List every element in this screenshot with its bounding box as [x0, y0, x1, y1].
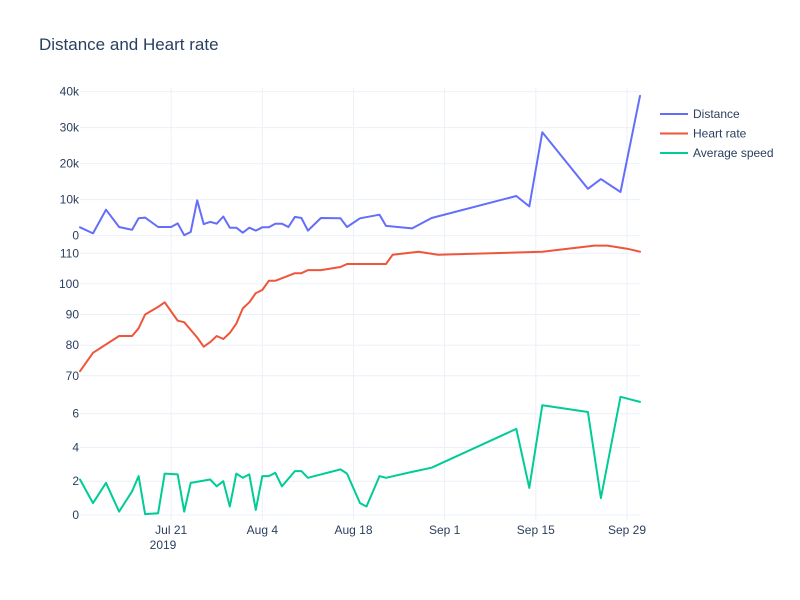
legend-item[interactable]: Average speed [660, 146, 774, 160]
y-tick-label: 2 [72, 474, 79, 488]
y-tick-label: 20k [60, 157, 80, 171]
legend-label: Distance [693, 107, 740, 121]
y-tick-label: 110 [60, 246, 79, 260]
series-layer [79, 94, 641, 516]
y-tick-label: 4 [72, 440, 79, 454]
x-tick-label: Sep 1 [429, 523, 461, 537]
x-tick-label: Aug 4 [247, 523, 279, 537]
y-tick-label: 80 [66, 338, 80, 352]
x-axis-year-label: 2019 [150, 538, 177, 552]
legend-label: Heart rate [693, 127, 747, 141]
y-tick-label: 6 [72, 407, 79, 421]
y-tick-label: 0 [72, 229, 79, 243]
legend-label: Average speed [693, 146, 774, 160]
y-tick-label: 100 [59, 277, 79, 291]
x-tick-label: Sep 15 [517, 523, 555, 537]
y-tick-label: 10k [60, 193, 80, 207]
legend-item[interactable]: Heart rate [660, 127, 747, 141]
x-tick-labels: 2019 Jul 21 Aug 4 Aug 18 Sep 1 Sep 15 Sep 29 [150, 523, 647, 552]
legend-item[interactable]: Distance [660, 107, 740, 121]
grid-layer [80, 88, 640, 520]
x-tick-label: Sep 29 [608, 523, 646, 537]
x-tick-label: Aug 18 [334, 523, 372, 537]
y-tick-label: 0 [72, 508, 79, 522]
legend[interactable]: Distance Heart rate Average speed [660, 107, 774, 160]
series-line-heart-rate[interactable] [79, 244, 641, 373]
series-line-distance[interactable] [79, 94, 641, 237]
y-tick-label: 90 [66, 308, 80, 322]
x-tick-label: Jul 21 [155, 523, 187, 537]
chart-title: Distance and Heart rate [39, 35, 219, 54]
series-line-average-speed[interactable] [79, 395, 641, 516]
y-tick-labels: 0 10k 20k 30k 40k 70 80 90 100 110 0 2 4 6 [59, 85, 80, 522]
y-tick-label: 30k [60, 121, 80, 135]
y-tick-label: 70 [66, 369, 80, 383]
y-tick-label: 40k [60, 85, 80, 99]
